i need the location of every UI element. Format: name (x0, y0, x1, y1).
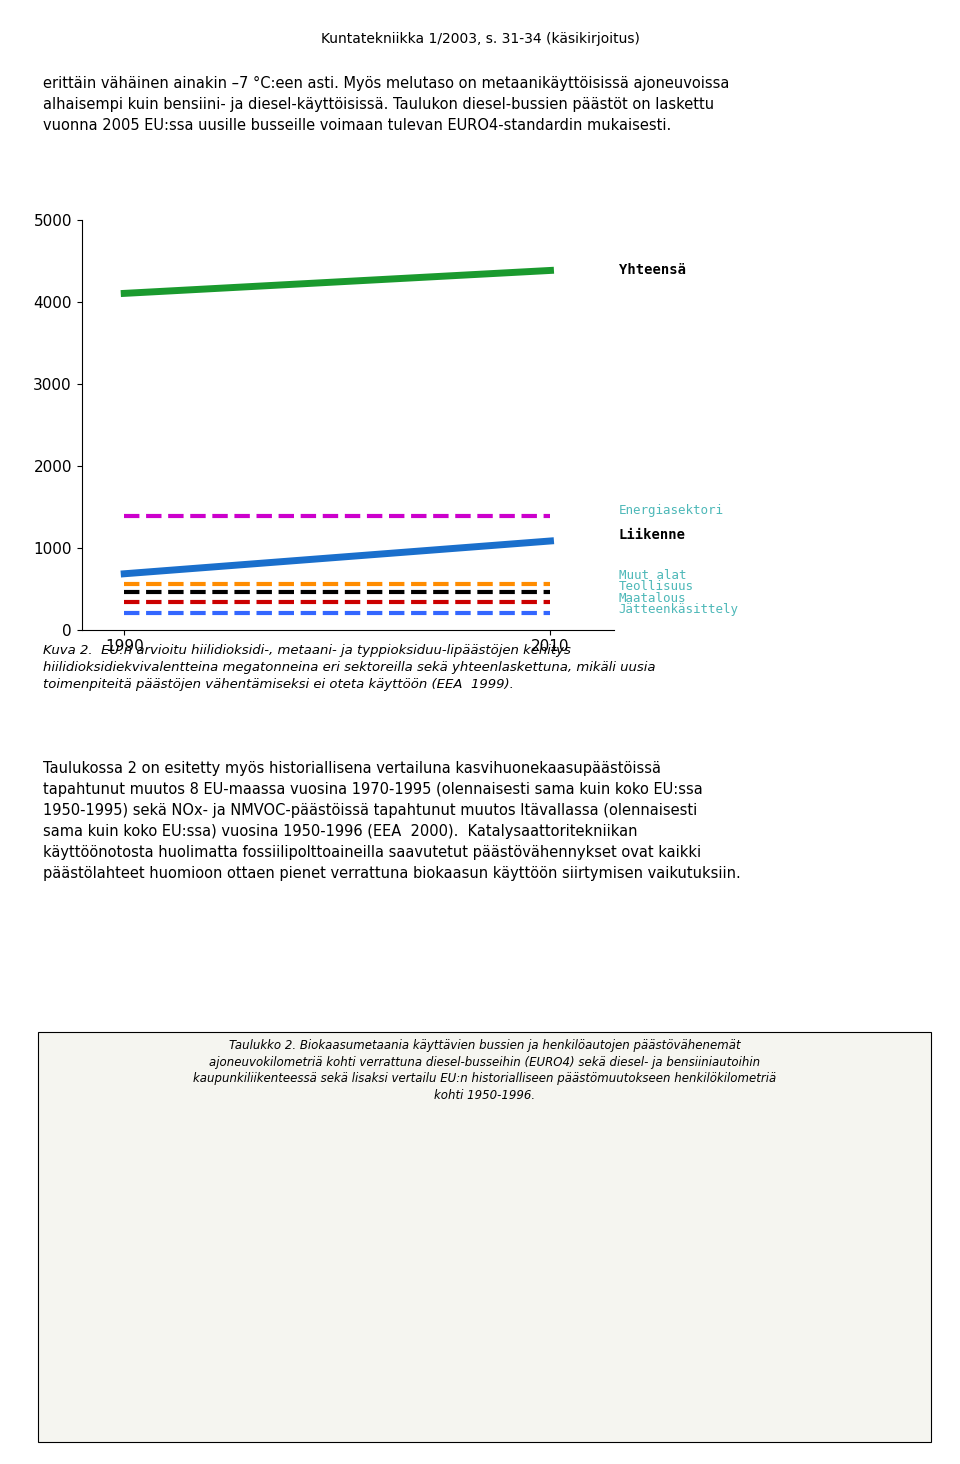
Text: Kuntatekniikka 1/2003, s. 31-34 (käsikirjoitus): Kuntatekniikka 1/2003, s. 31-34 (käsikir… (321, 32, 639, 47)
Text: Muut alat: Muut alat (618, 569, 686, 581)
Text: Jätteenkäsittely: Jätteenkäsittely (618, 603, 738, 616)
Text: erittäin vähäinen ainakin –7 °C:een asti. Myös melutaso on metaanikäyttöisissä a: erittäin vähäinen ainakin –7 °C:een asti… (43, 76, 730, 133)
Text: Kuva 2.  EU:n arvioitu hiilidioksidi-, metaani- ja typpioksiduu­lipäästöjen kehi: Kuva 2. EU:n arvioitu hiilidioksidi-, me… (43, 644, 656, 691)
Text: Energiasektori: Energiasektori (618, 504, 724, 517)
Text: Maatalous: Maatalous (618, 591, 686, 605)
Text: Teollisuus: Teollisuus (618, 580, 694, 593)
Text: Taulukko 2. Biokaasumetaania käyttävien bussien ja henkilöautojen päästövähenemä: Taulukko 2. Biokaasumetaania käyttävien … (193, 1039, 777, 1102)
Text: Yhteensä: Yhteensä (618, 264, 685, 278)
Text: Taulukossa 2 on esitetty myös historiallisena vertailuna kasvihuonekaasupäästöis: Taulukossa 2 on esitetty myös historiall… (43, 761, 741, 881)
Text: Liikenne: Liikenne (618, 529, 685, 542)
